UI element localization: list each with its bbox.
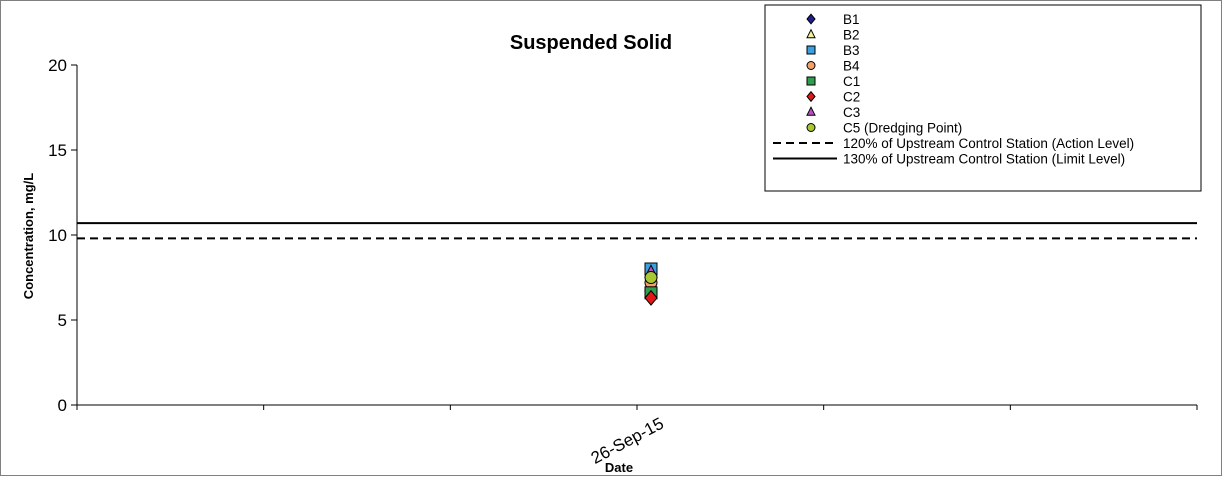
chart-title: Suspended Solid: [510, 32, 672, 54]
y-tick-label: 15: [48, 141, 67, 160]
y-tick-label: 5: [58, 311, 67, 330]
legend-box: [764, 4, 1202, 192]
legend-label: C5 (Dredging Point): [843, 121, 962, 136]
legend-label: C1: [843, 74, 860, 89]
legend-marker: [806, 45, 816, 55]
y-tick-label: 0: [58, 396, 67, 415]
legend-label: B4: [843, 59, 860, 74]
x-axis-title: Date: [605, 460, 633, 475]
data-points: [644, 262, 658, 306]
legend-marker: [806, 13, 816, 25]
legend-label: 120% of Upstream Control Station (Action…: [843, 136, 1134, 151]
legend-marker: [806, 61, 816, 70]
legend-marker: [806, 28, 816, 39]
legend-label: B1: [843, 12, 860, 27]
legend-marker: [806, 90, 816, 103]
legend-label: 130% of Upstream Control Station (Limit …: [843, 152, 1125, 167]
y-tick-label: 10: [48, 226, 67, 245]
y-axis-title: Concentration, mg/L: [21, 173, 36, 299]
legend-marker: [806, 106, 816, 116]
reference-lines: [77, 222, 1197, 240]
legend-label: B2: [843, 28, 860, 43]
legend-marker: [806, 76, 816, 86]
data-point-c5: [644, 271, 658, 284]
legend-label: C2: [843, 90, 860, 105]
legend-label: B3: [843, 43, 860, 58]
legend-marker: [806, 123, 816, 132]
data-point-c2: [644, 289, 658, 306]
y-tick-label: 20: [48, 56, 67, 75]
legend-label: C3: [843, 105, 860, 120]
